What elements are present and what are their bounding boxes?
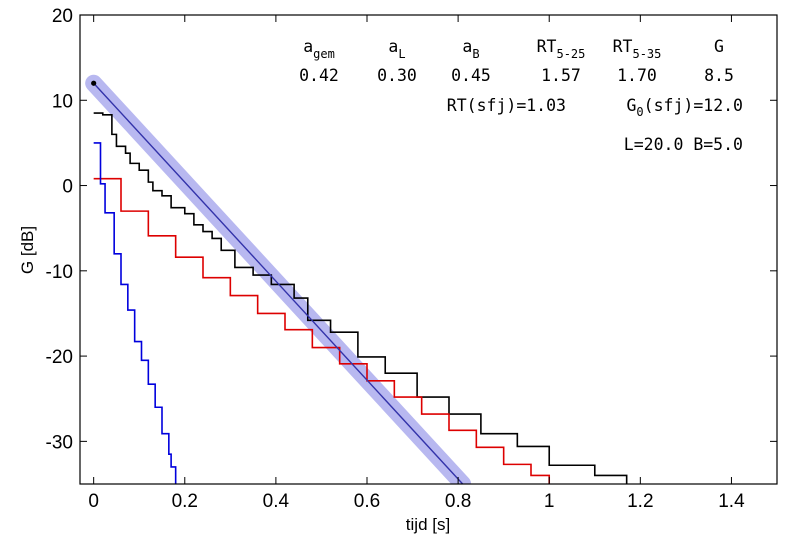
x-tick-label: 0.2 [172,491,198,512]
fit-start-marker [91,80,97,86]
x-tick-label: 1.4 [718,491,745,512]
param-value: 1.70 [617,66,657,85]
fit-line [93,82,464,484]
y-tick-label: -20 [46,347,73,368]
x-tick-label: 0.4 [263,491,290,512]
x-tick-label: 0.8 [445,491,471,512]
param-value: 8.5 [704,66,734,85]
y-tick-label: -10 [46,262,73,283]
param-header: aL [388,37,405,61]
param-header: RT5-35 [613,37,662,61]
param-header: RT5-25 [537,37,586,61]
param-value: 0.30 [377,66,417,85]
param-header: agem [303,37,335,61]
red-decay-curve [93,177,551,484]
x-tick-label: 1 [544,491,555,512]
g0-rest: (sfj)=12.0 [644,96,743,115]
x-axis-label: tijd [s] [406,515,450,534]
param-value: 1.57 [541,66,581,85]
plot-frame [79,14,778,485]
y-axis-label: G [dB] [18,226,37,274]
g0-sfj-annotation: G0(sfj)=12.0 [626,96,743,119]
g0-sub: 0 [636,105,643,119]
param-header: aB [462,37,479,61]
room-dimensions-annotation: L=20.0 B=5.0 [624,135,743,154]
g0-base: G [626,96,636,115]
blue-decay-curve [93,142,177,484]
y-tick-label: 20 [52,6,73,27]
y-tick-label: 10 [52,91,73,112]
x-tick-label: 1.2 [627,491,653,512]
y-tick-label: 0 [62,177,73,198]
param-header: G [714,37,724,56]
param-value: 0.42 [299,66,339,85]
x-tick-label: 0 [88,491,99,512]
rt-sfj-annotation: RT(sfj)=1.03 [447,96,566,115]
param-value: 0.45 [451,66,491,85]
axis-ticks: 0 0.2 0.4 0.6 0.8 1 1.2 1.4 20 10 0 -10 -20 -30 [46,6,777,512]
x-tick-label: 0.6 [354,491,380,512]
y-tick-label: -30 [46,432,73,453]
series-layer [85,74,628,484]
parameter-annotations: RT(sfj)=1.03 G0(sfj)=12.0 L=20.0 B=5.0 a… [299,37,743,154]
